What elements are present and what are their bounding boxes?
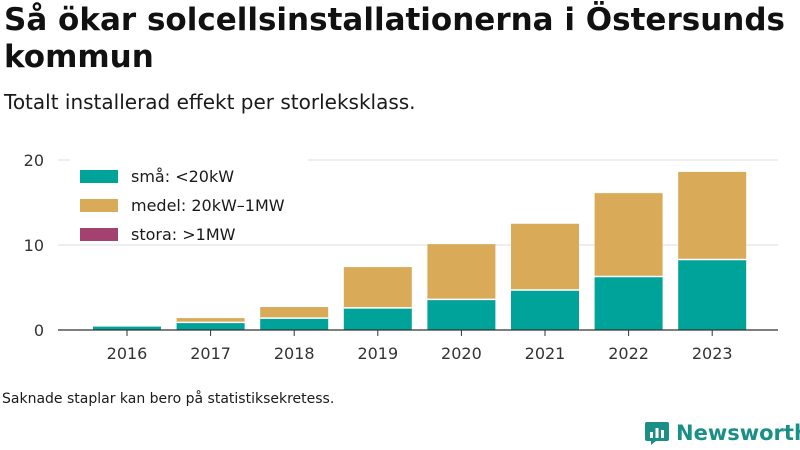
x-tick-label: 2016 [107,344,148,363]
legend-label: små: <20kW [131,167,234,186]
bar-segment [678,171,747,260]
bar-segment [343,307,412,330]
legend-swatch [80,170,118,183]
x-tick-label: 2019 [357,344,398,363]
brand-name: Newsworthy [676,421,800,445]
x-tick-label: 2022 [608,344,649,363]
bar-segment [343,267,412,308]
x-tick-label: 2020 [441,344,482,363]
legend-label: medel: 20kW–1MW [131,196,285,215]
brand-logo: Newsworthy [644,418,800,448]
bar-segment [176,322,245,330]
footnote: Saknade staplar kan bero på statistiksek… [2,391,335,407]
legend-swatch [80,199,118,212]
y-tick-label: 10 [24,236,44,255]
bar-segment [594,276,663,330]
legend-swatch [80,228,118,241]
bar-segment [93,326,161,330]
bar-segment [176,318,245,323]
x-tick-label: 2018 [274,344,315,363]
bar-segment [511,290,579,330]
x-tick-label: 2021 [525,344,566,363]
bar-segment [427,299,496,330]
bar-segment [260,318,329,330]
bar-segment [678,259,747,330]
x-tick-label: 2017 [190,344,231,363]
bar-segment [260,307,329,319]
newsworthy-logo-icon [645,422,669,445]
bar-segment [427,244,496,300]
x-tick-label: 2023 [692,344,733,363]
stacked-bar-chart: 0 10 20 2016 2017 2018 2019 2020 2021 2022 2023 små… [24,151,778,363]
chart-subtitle: Totalt installerad effekt per storlekskl… [4,90,416,114]
chart-title: Så ökar solcellsinstallationerna i Öster… [4,2,785,75]
bar-segment [511,223,579,291]
y-tick-label: 20 [24,151,44,170]
y-tick-label: 0 [34,321,44,340]
legend-label: stora: >1MW [131,225,236,244]
bar-segment [594,193,663,277]
